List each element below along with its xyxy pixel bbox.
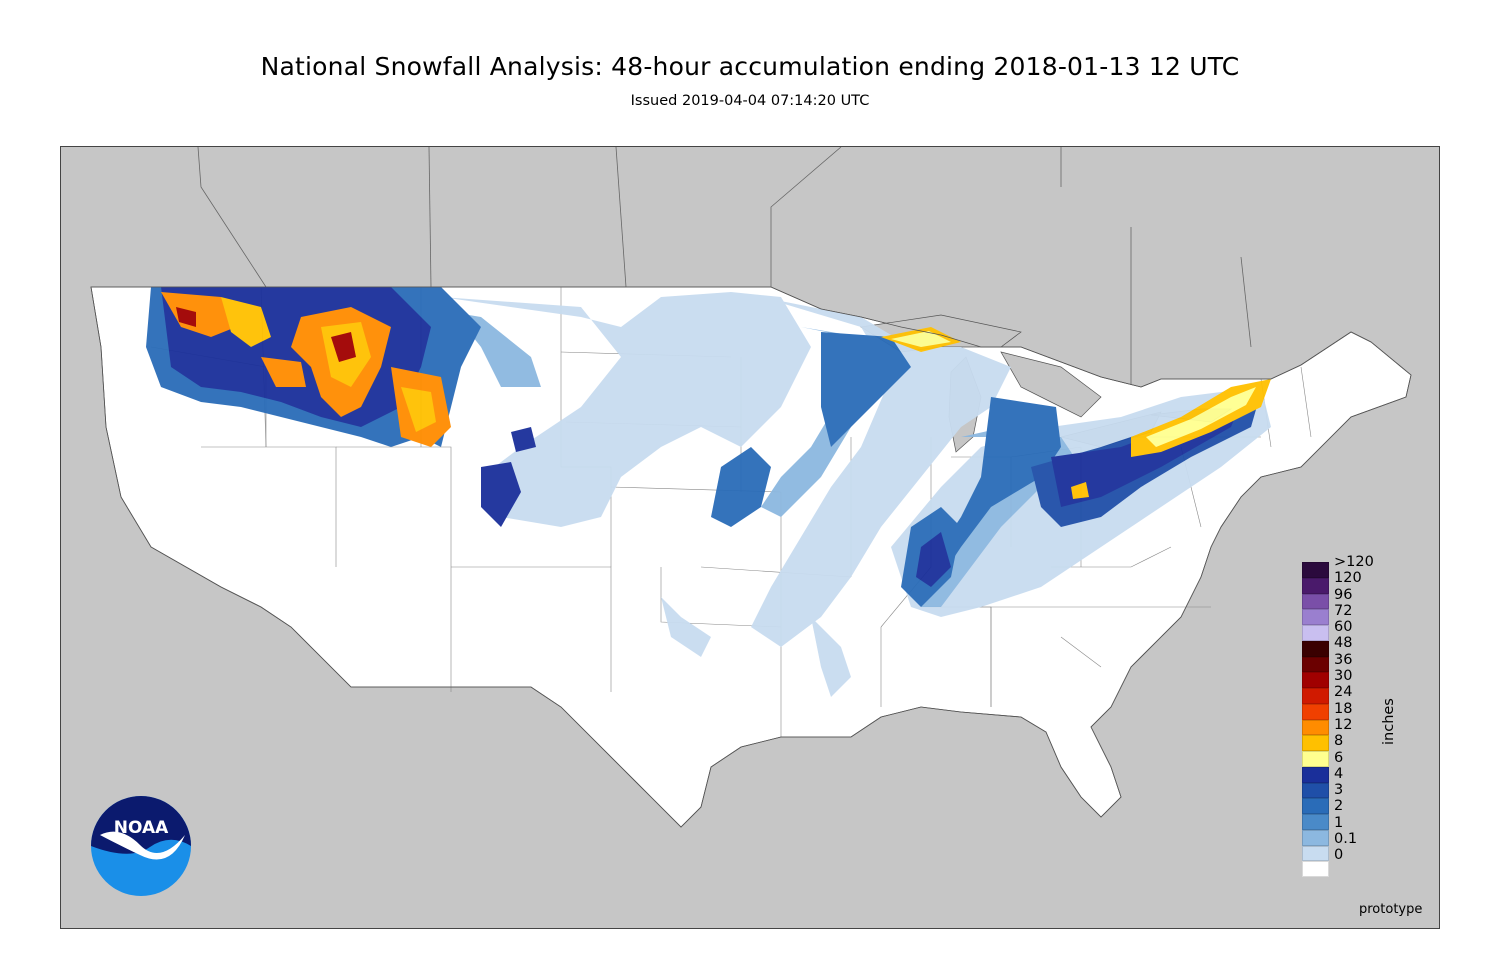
legend-colorbar (1302, 562, 1329, 877)
legend-swatch (1302, 609, 1329, 625)
legend-labels: >120 120 96 72 60 48 36 30 24 18 12 8 6 4 3 2 1 0.1 0 (1334, 554, 1374, 864)
snowfall-map (60, 146, 1440, 929)
legend-swatch (1302, 593, 1329, 610)
legend-swatch (1302, 845, 1329, 862)
legend-label: 1 (1334, 814, 1344, 831)
legend-swatch (1302, 861, 1329, 877)
legend-label: 0.1 (1334, 831, 1358, 848)
map-canvas (90, 147, 1412, 828)
legend-label: 36 (1334, 651, 1353, 668)
issued-subtitle: Issued 2019-04-04 07:14:20 UTC (630, 93, 870, 109)
noaa-logo-text: NOAA (114, 818, 169, 838)
legend-swatch (1302, 735, 1329, 751)
legend-label: 2 (1334, 798, 1344, 815)
legend-label: 0 (1334, 847, 1344, 864)
legend-swatch (1302, 703, 1329, 720)
legend-swatch (1302, 640, 1329, 657)
noaa-logo-icon: NOAA (91, 796, 191, 896)
legend-label: 48 (1334, 635, 1353, 652)
legend-label: 8 (1334, 733, 1344, 750)
canada-lines (197, 147, 1252, 397)
legend-swatch (1302, 782, 1329, 799)
legend-label: 72 (1334, 602, 1353, 619)
prototype-note: prototype (1359, 902, 1423, 917)
legend-swatch (1302, 562, 1329, 578)
legend-swatch (1302, 625, 1329, 641)
legend-label: 6 (1334, 749, 1344, 766)
legend-label: 3 (1334, 782, 1344, 799)
legend-swatch (1302, 577, 1329, 594)
legend-swatch (1302, 751, 1329, 767)
snowfall-fields (146, 287, 1271, 697)
legend-label: 96 (1334, 586, 1353, 603)
legend-label: 18 (1334, 700, 1353, 717)
legend-swatch (1302, 814, 1329, 830)
legend-swatch (1302, 719, 1329, 736)
legend-swatch (1302, 798, 1329, 814)
legend-label: 60 (1334, 619, 1353, 636)
legend-label: 30 (1334, 668, 1353, 685)
legend-swatch (1302, 656, 1329, 673)
legend-swatch (1302, 766, 1329, 783)
legend-swatch (1302, 829, 1329, 846)
legend-swatch (1302, 672, 1329, 688)
legend-swatch (1302, 688, 1329, 704)
legend-label: >120 (1334, 554, 1374, 570)
legend-label: 4 (1334, 765, 1344, 782)
legend-label: 24 (1334, 684, 1353, 701)
legend-label: 120 (1334, 570, 1362, 587)
legend-label: 12 (1334, 716, 1353, 733)
legend-units: inches (1381, 698, 1397, 745)
map-title: National Snowfall Analysis: 48-hour accu… (260, 52, 1240, 81)
